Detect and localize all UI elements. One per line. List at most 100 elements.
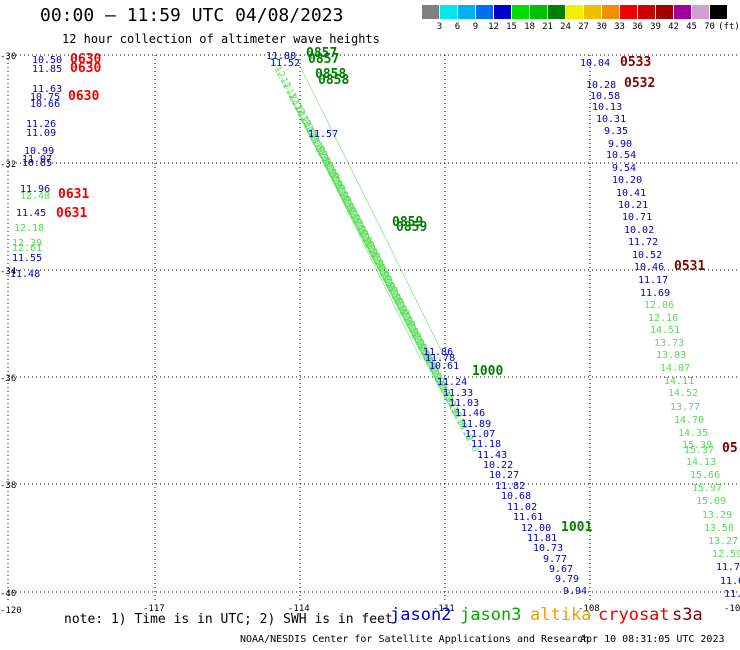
swh-value-label: 14.51 <box>650 325 680 336</box>
swh-value-label: 10.31 <box>596 114 626 125</box>
swh-value-label: 11.80 <box>266 51 296 62</box>
color-swatch <box>620 5 637 19</box>
color-bin-label: 3 <box>436 22 443 32</box>
swh-value-label: 14.13 <box>686 457 716 468</box>
swh-value-label: 10.58 <box>590 91 620 102</box>
swh-value-label: 11.45 <box>16 208 46 219</box>
swh-value-label: 10.02 <box>624 225 654 236</box>
swh-value-label: 11.69 <box>640 288 670 299</box>
pass-time-label: 0630 <box>70 61 101 76</box>
lon-label: -111 <box>433 604 455 614</box>
pass-time-label: 0857 <box>308 52 339 67</box>
color-bin-label: 39 <box>650 22 661 32</box>
swh-value-label: 14.35 <box>678 428 708 439</box>
footnote: note: 1) Time is in UTC; 2) SWH is in fe… <box>64 612 393 627</box>
swh-value-label: 13.03 <box>656 350 686 361</box>
swh-value-label: 10.28 <box>586 80 616 91</box>
satellite-jason3: jason3 <box>460 605 522 625</box>
color-swatch <box>512 5 529 19</box>
pass-time-label: 0631 <box>56 206 87 221</box>
swh-value-label: 10.13 <box>592 102 622 113</box>
swh-value-label: 11.55 <box>12 253 42 264</box>
color-swatch <box>692 5 709 19</box>
swh-value-label: 9.79 <box>555 574 579 585</box>
color-bin-label: 6 <box>454 22 461 32</box>
swh-value-label: 14.11 <box>664 376 694 387</box>
swh-value-label: 11.85 <box>32 64 62 75</box>
axis-labels: -30 -32 -34 -36 -38 -40 -120 -117 -114 -111 -108 -1… <box>0 52 740 616</box>
swh-value-label: 10.75 <box>30 92 60 103</box>
swh-value-label: 12.61 <box>12 243 42 254</box>
swh-value-label: 11.61 <box>513 512 543 523</box>
swh-value-label: 11.33 <box>443 388 473 399</box>
swh-value-label: 10.66 <box>30 99 60 110</box>
swh-value-label: 9.54 <box>612 163 636 174</box>
swh-value-label: 10.61 <box>429 361 459 372</box>
swh-value-label: 12.00 <box>521 523 551 534</box>
swh-value-label: 10.27 <box>489 470 519 481</box>
swh-value-label: 13.77 <box>670 402 700 413</box>
swh-value-label: 11.52 <box>270 58 300 69</box>
swh-value-label: 12.39 <box>12 238 42 249</box>
swh-value-labels: 10.5011.850630063011.6310.7510.66063011.… <box>10 46 740 600</box>
pass-time-label: 0857 <box>306 46 337 61</box>
color-swatch <box>548 5 565 19</box>
swh-value-label: 11.09 <box>26 128 56 139</box>
swh-value-label: 10.50 <box>32 55 62 66</box>
lat-label: -32 <box>0 160 16 170</box>
swh-value-label: 13.73 <box>654 338 684 349</box>
swh-value-label: 14.70 <box>674 415 704 426</box>
satellite-jason2: jason2 <box>390 605 452 625</box>
swh-value-label: 11.07 <box>22 154 52 165</box>
color-bin-label: 33 <box>614 22 625 32</box>
swh-value-label: 15.09 <box>696 496 726 507</box>
satellite-altika: altika <box>530 605 592 625</box>
swh-value-label: 10.54 <box>606 150 636 161</box>
swh-value-label: 11.07 <box>465 429 495 440</box>
swh-value-label: 15.97 <box>692 483 722 494</box>
swh-value-label: 10.41 <box>616 188 646 199</box>
color-bin-label: 12 <box>488 22 499 32</box>
swh-value-label: 11.89 <box>461 419 491 430</box>
pass-time-label: 0631 <box>58 187 89 202</box>
swh-value-label: 9.35 <box>604 126 628 137</box>
color-bin-label: 36 <box>632 22 643 32</box>
swh-value-label: 12.59 <box>712 549 740 560</box>
swh-value-label: 13.50 <box>704 523 734 534</box>
swh-value-label: 15.39 <box>682 440 712 451</box>
pass-time-label: 0533 <box>620 55 651 70</box>
lon-label: -114 <box>288 604 310 614</box>
swh-value-label: 10.04 <box>580 58 610 69</box>
satellite-s3a: s3a <box>672 605 703 625</box>
swh-value-label: 10.71 <box>622 212 652 223</box>
pass-time-label: 1001 <box>561 520 592 535</box>
lon-label: -117 <box>143 604 165 614</box>
swh-value-label: 14.07 <box>660 363 690 374</box>
color-swatch <box>476 5 493 19</box>
lon-label: -120 <box>0 606 22 616</box>
pass-time-label: 0859 <box>392 215 423 230</box>
pass-time-label: 0630 <box>68 89 99 104</box>
credit-line: NOAA/NESDIS Center for Satellite Applica… <box>240 634 590 645</box>
pass-time-label: 05 <box>722 441 738 456</box>
color-scale-unit: (ft) <box>718 22 740 32</box>
swh-value-label: 11.03 <box>449 398 479 409</box>
generated-timestamp: Apr 10 08:31:05 UTC 2023 <box>580 634 725 645</box>
pass-time-label: 0858 <box>318 73 349 88</box>
lon-label: -108 <box>578 604 600 614</box>
swh-value-label: 10.20 <box>612 175 642 186</box>
swh-value-label: 11.82 <box>495 481 525 492</box>
swh-value-label: 14.52 <box>668 388 698 399</box>
swh-value-label: 9.94 <box>563 586 587 597</box>
swh-value-label: 13.29 <box>702 510 732 521</box>
pass-time-label: 0532 <box>624 76 655 91</box>
swh-value-label: 12.48 <box>20 191 50 202</box>
swh-value-label: 11.48 <box>10 269 40 280</box>
map-subtitle: 12 hour collection of altimeter wave hei… <box>62 32 380 46</box>
swh-value-label: 11.02 <box>507 502 537 513</box>
swh-value-label: 10.99 <box>24 146 54 157</box>
color-swatch <box>458 5 475 19</box>
swh-value-label: 11.57 <box>308 129 338 140</box>
swh-value-label: 11.18 <box>471 439 501 450</box>
